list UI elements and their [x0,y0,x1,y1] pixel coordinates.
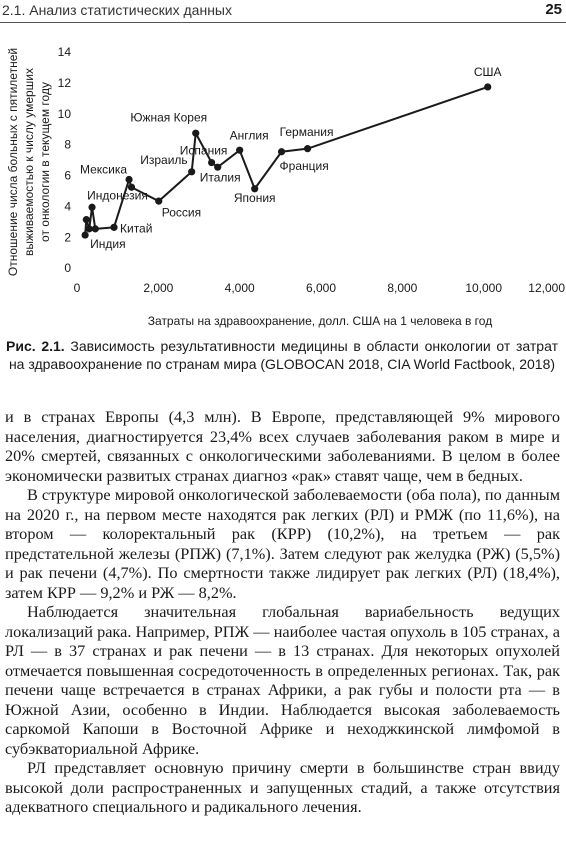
data-point [125,175,133,184]
y-axis-label: от онкологии в текущем году [38,82,52,242]
data-point [236,146,244,154]
point-label: Япония [234,191,276,205]
data-point [208,158,216,167]
y-tick-label: 6 [64,169,71,183]
y-tick-label: 10 [58,107,72,121]
y-tick-label: 14 [58,45,72,59]
point-label: Индия [90,237,125,251]
x-tick-label: 4,000 [225,281,255,295]
page-number: 25 [545,1,562,18]
y-tick-label: 8 [64,138,71,152]
x-tick-label: 0 [74,281,81,295]
figure-caption: Рис. 2.1. Зависимость результативности м… [6,337,558,373]
data-point [192,129,200,137]
data-point [251,185,259,193]
point-label: Индонезия [87,188,148,202]
point-label: Израиль [140,153,187,167]
y-axis-label: Отношение числа больных с пятилетней [6,48,20,276]
data-point [81,231,89,239]
x-tick-label: 6,000 [306,281,336,295]
data-point [484,83,492,91]
data-point [214,163,222,171]
y-tick-label: 0 [64,261,71,275]
point-label: Англия [230,128,269,142]
data-point [277,148,286,156]
point-label: Мексика [80,163,127,177]
x-tick-label: 2,000 [143,281,173,295]
point-label: США [474,65,502,79]
header-title: 2.1. Анализ статистических данных [2,2,232,18]
running-header: 2.1. Анализ статистических данных 25 [0,0,566,23]
data-point [88,203,96,211]
point-label: Южная Корея [130,110,207,124]
chart: 0 2 4 6 8 10 12 14 0 2,000 4,000 6,000 8,000 10,000 12… [6,45,565,328]
data-point [188,168,196,176]
point-label: Италия [200,170,241,184]
x-tick-label: 10,000 [465,281,502,295]
point-label: Китай [120,222,152,236]
y-axis-label: выживаемостью к числу умерших [22,68,36,256]
data-point [110,223,118,231]
point-label: Россия [162,205,201,219]
paragraph: Наблюдается значительная глобальная вари… [5,602,560,758]
caption-label: Рис. 2.1. [6,338,65,354]
data-point [303,145,312,153]
data-point [91,225,99,233]
paragraph: В структуре мировой онкологической забол… [5,485,560,602]
data-point [127,183,136,191]
data-point [155,197,163,205]
point-label: Франция [280,159,329,173]
y-tick-label: 2 [64,230,71,244]
paragraph: РЛ представляет основную причину смерти … [5,758,560,816]
data-point [85,225,93,233]
x-tick-label: 12,000 [528,281,565,295]
x-tick-label: 8,000 [387,281,417,295]
y-tick-label: 12 [58,76,72,90]
data-point [82,216,90,224]
y-tick-label: 4 [64,199,71,213]
paragraph: и в странах Европы (4,3 млн). В Европе, … [5,407,560,485]
body-text: и в странах Европы (4,3 млн). В Европе, … [5,407,560,817]
point-label: Германия [280,125,334,139]
point-label: Испания [180,144,228,158]
caption-text: Зависимость результативности медицины в … [8,338,558,372]
data-line [84,85,489,236]
x-axis-label: Затраты на здравоохранение, долл. США на… [148,314,492,328]
